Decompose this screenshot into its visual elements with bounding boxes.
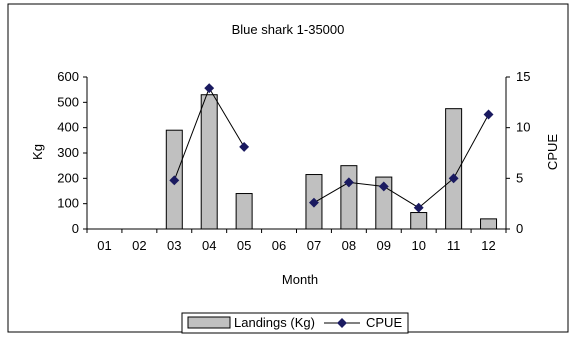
x-tick-label: 06 <box>272 238 286 253</box>
cpue-point-11 <box>448 173 459 184</box>
y-tick-label: 200 <box>57 170 79 185</box>
cpue-point-08 <box>343 177 354 188</box>
y-tick-label: 100 <box>57 196 79 211</box>
y2-tick-label: 5 <box>516 170 523 185</box>
x-tick-label: 03 <box>167 238 181 253</box>
x-tick-label: 04 <box>202 238 216 253</box>
cpue-point-03 <box>169 175 180 186</box>
x-tick-label: 02 <box>132 238 146 253</box>
cpue-point-04 <box>204 83 215 94</box>
x-tick-label: 01 <box>97 238 111 253</box>
cpue-point-10 <box>413 202 424 213</box>
bar-05 <box>235 193 253 230</box>
legend: Landings (Kg) CPUE <box>181 312 409 334</box>
cpue-point-07 <box>309 197 319 208</box>
y-tick-label: 400 <box>57 120 79 135</box>
x-tick-label: 08 <box>342 238 356 253</box>
bar-04 <box>200 94 218 230</box>
chart-title: Blue shark 1-35000 <box>232 22 345 37</box>
chart-border <box>7 3 569 333</box>
x-tick-label: 09 <box>377 238 391 253</box>
x-tick-label: 07 <box>307 238 321 253</box>
y-axis-title: Kg <box>30 144 45 160</box>
cpue-line-layer <box>169 83 494 213</box>
x-axis-title: Month <box>282 272 318 287</box>
y2-tick-label: 15 <box>516 69 530 84</box>
bar-12 <box>480 218 498 230</box>
legend-label-landings: Landings (Kg) <box>234 315 315 330</box>
y2-tick-label: 0 <box>516 221 523 236</box>
cpue-point-05 <box>239 141 250 152</box>
y-tick-label: 600 <box>57 69 79 84</box>
y2-tick-label: 10 <box>516 120 530 135</box>
legend-marker-swatch <box>337 318 347 328</box>
y2-axis-title: CPUE <box>545 134 560 170</box>
x-tick-label: 05 <box>237 238 251 253</box>
y-tick-label: 0 <box>72 221 79 236</box>
legend-label-cpue: CPUE <box>366 315 402 330</box>
bar-08 <box>340 165 358 230</box>
y-tick-label: 300 <box>57 145 79 160</box>
x-tick-label: 11 <box>447 238 461 253</box>
x-tick-label: 12 <box>481 238 495 253</box>
legend-box <box>181 312 409 334</box>
bar-10 <box>410 212 428 230</box>
cpue-point-09 <box>378 181 389 192</box>
legend-bar-swatch <box>187 316 231 329</box>
cpue-line-segment-2 <box>313 114 489 209</box>
y-tick-label: 500 <box>57 94 79 109</box>
x-tick-label: 10 <box>411 238 425 253</box>
